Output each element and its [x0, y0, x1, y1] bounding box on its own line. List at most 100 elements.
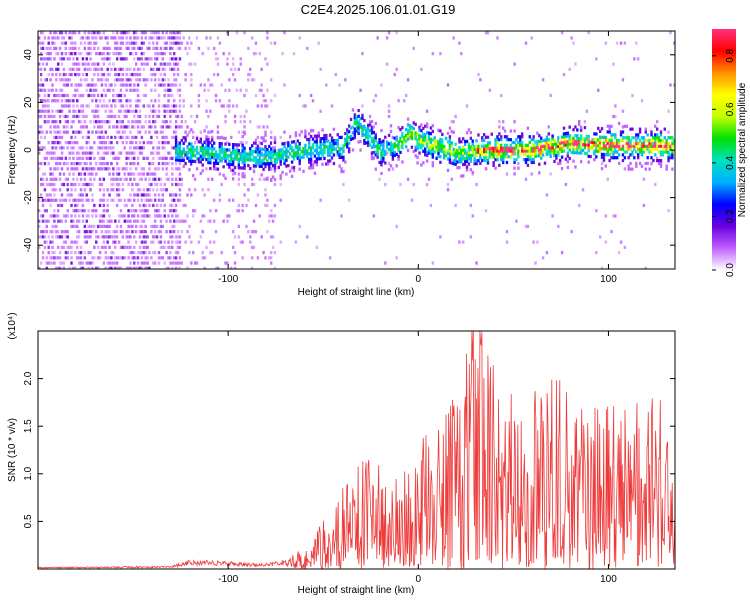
- spectrogram-cell: [171, 177, 174, 181]
- spectrogram-cell: [60, 203, 64, 208]
- spectrogram-cell: [593, 158, 596, 162]
- spectrogram-cell: [273, 140, 277, 145]
- spectrogram-cell: [93, 224, 96, 229]
- spectrogram-cell: [543, 161, 547, 165]
- spectrogram-cell: [509, 138, 512, 142]
- spectrogram-cell: [190, 240, 193, 244]
- spectrogram-cell: [134, 52, 138, 56]
- spectrogram-cell: [142, 240, 145, 244]
- spectrogram-cell: [83, 256, 87, 260]
- spectrogram-cell: [83, 125, 87, 129]
- spectrogram-cell: [500, 149, 503, 153]
- spectrogram-cell: [287, 155, 290, 159]
- spectrogram-cell: [77, 172, 81, 176]
- spectrogram-cell: [38, 146, 41, 150]
- spectrogram-cell: [140, 193, 144, 197]
- spectrogram-cell: [401, 126, 404, 130]
- spectrogram-cell: [77, 198, 81, 202]
- spectrogram-cell: [553, 139, 556, 144]
- spectrogram-cell: [604, 214, 608, 218]
- spectrogram-cell: [245, 109, 248, 113]
- spectrogram-cell: [212, 240, 216, 244]
- spectrogram-cell: [98, 130, 102, 134]
- spectrogram-cell: [133, 109, 136, 113]
- spectrogram-cell: [209, 146, 212, 151]
- spectrogram-cell: [180, 177, 184, 181]
- spectrogram-cell: [96, 151, 100, 155]
- spectrogram-cell: [520, 143, 524, 147]
- spectrogram-cell: [262, 139, 265, 143]
- spectrogram-cell: [579, 128, 583, 132]
- spectrogram-cell: [349, 137, 353, 142]
- spectrogram-cell: [45, 266, 49, 269]
- spectrogram-cell: [602, 144, 606, 148]
- spectrogram-cell: [114, 235, 117, 239]
- spectrogram-cell: [163, 203, 166, 208]
- spectrogram-cell: [338, 147, 341, 151]
- spectrogram-cell: [456, 166, 459, 170]
- spectrogram-cell: [231, 62, 235, 66]
- spectrogram-cell: [49, 88, 52, 92]
- spectrogram-cell: [273, 135, 277, 140]
- spectrogram-cell: [638, 138, 642, 143]
- spectrogram-cell: [57, 214, 60, 218]
- spectrogram-cell: [262, 250, 265, 255]
- spectrogram-cell: [142, 235, 145, 239]
- spectrogram-cell: [408, 135, 412, 140]
- spectrogram-cell: [576, 136, 579, 141]
- spectrogram-cell: [178, 235, 182, 239]
- spectrogram-cell: [562, 140, 566, 145]
- spectrogram-cell: [469, 159, 473, 163]
- spectrogram-cell: [256, 193, 260, 197]
- spectrogram-cell: [163, 109, 166, 113]
- spectrogram-cell: [629, 161, 632, 166]
- spectrogram-cell: [494, 149, 497, 153]
- spectrogram-cell: [463, 151, 467, 155]
- spectrogram-cell: [572, 41, 575, 45]
- spectrogram-cell: [51, 67, 54, 71]
- spectrogram-cell: [93, 36, 96, 40]
- spectrogram-cell: [404, 133, 408, 137]
- spectrogram-cell: [108, 57, 111, 61]
- spectrogram-cell: [155, 57, 159, 61]
- spectrogram-cell: [72, 67, 75, 71]
- spectrogram-cell: [134, 104, 138, 108]
- spectrogram-cell: [458, 148, 461, 153]
- spectrogram-cell: [490, 152, 493, 156]
- spectrogram-cell: [657, 158, 661, 163]
- spectrogram-cell: [192, 209, 195, 213]
- spectrogram-cell: [273, 160, 277, 165]
- spectrogram-cell: [288, 169, 292, 173]
- spectrogram-cell: [165, 41, 168, 45]
- spectrogram-cell: [323, 133, 326, 138]
- spectrogram-cell: [254, 93, 258, 98]
- spectrogram-cell: [473, 145, 476, 149]
- spectrogram-cell: [138, 235, 142, 239]
- spectrogram-cell: [133, 219, 136, 223]
- spectrogram-cell: [327, 145, 330, 149]
- spectrogram-cell: [57, 235, 60, 239]
- spectrogram-cell: [207, 78, 210, 82]
- spectrogram-cell: [115, 203, 119, 208]
- spectrogram-cell: [104, 250, 107, 255]
- spectrogram-cell: [271, 164, 275, 168]
- spectrogram-cell: [49, 172, 52, 176]
- spectrogram-cell: [424, 138, 427, 143]
- spectrogram-cell: [323, 142, 326, 146]
- spectrogram-cell: [226, 154, 229, 158]
- spectrogram-cell: [633, 156, 636, 160]
- spectrogram-cell: [117, 36, 121, 40]
- spectrogram-cell: [435, 139, 438, 143]
- spectrogram-cell: [233, 171, 237, 175]
- spectrogram-cell: [484, 167, 488, 171]
- spectrogram-cell: [171, 261, 174, 265]
- spectrogram-cell: [220, 145, 223, 149]
- spectrogram-cell: [115, 156, 119, 160]
- spectrogram-cell: [133, 256, 136, 260]
- spectrogram-cell: [304, 135, 307, 139]
- spectrogram-cell: [186, 156, 189, 160]
- spectrogram-cell: [237, 224, 241, 229]
- spectrogram-cell: [66, 193, 69, 197]
- spectrogram-cell: [131, 203, 134, 208]
- spectrogram-cell: [363, 124, 366, 128]
